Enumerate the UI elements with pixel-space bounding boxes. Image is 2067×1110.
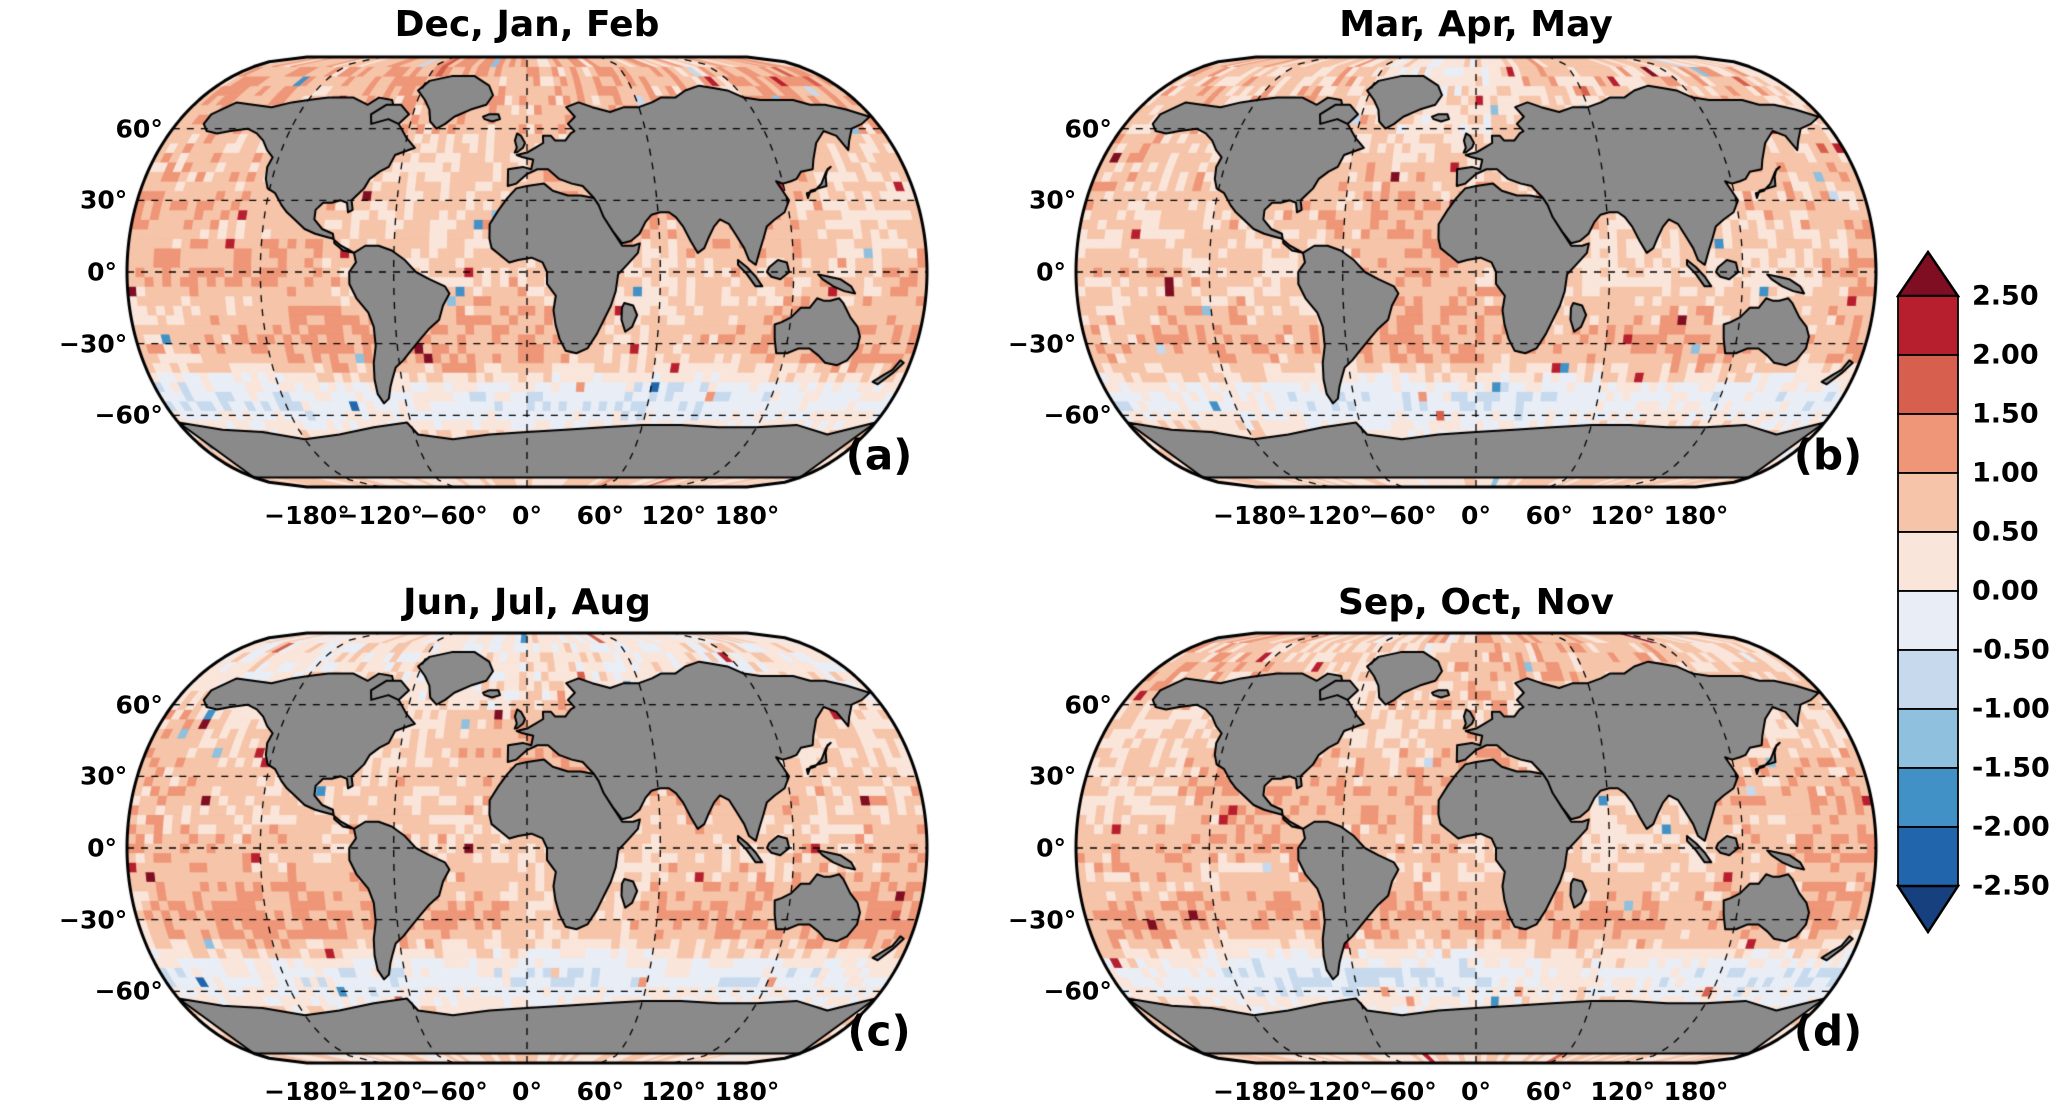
lon-tick-label: −60° — [1368, 501, 1437, 530]
lon-tick-label: −120° — [337, 501, 424, 530]
panel-letter-b: (b) — [1793, 430, 1863, 480]
colorbar-tick-label: 2.00 — [1972, 339, 2039, 371]
colorbar-tick-label: -2.00 — [1972, 811, 2050, 843]
lat-tick-label: 30° — [79, 761, 128, 791]
lon-tick-label: −180° — [1213, 1077, 1299, 1106]
colorbar-tick-label: -0.50 — [1972, 634, 2050, 666]
lat-tick-label: −60° — [1043, 400, 1112, 430]
lat-tick-label: −60° — [94, 400, 163, 430]
lon-tick-label: −60° — [419, 501, 488, 530]
lat-tick-label: 0° — [1036, 257, 1066, 287]
lat-tick-label: 30° — [79, 185, 128, 215]
lat-tick-label: 60° — [115, 690, 163, 720]
lon-tick-label: −120° — [1286, 501, 1373, 530]
colorbar-tick-label: 1.00 — [1972, 457, 2039, 489]
lat-tick-label: −60° — [94, 976, 163, 1006]
colorbar-tick-label: -1.50 — [1972, 752, 2050, 784]
lon-tick-label: 0° — [1461, 501, 1491, 530]
lon-tick-label: −120° — [1286, 1077, 1373, 1106]
lon-tick-label: 180° — [714, 1077, 780, 1106]
colorbar-tick-label: 0.00 — [1972, 575, 2039, 607]
lon-tick-label: 120° — [1590, 1077, 1655, 1106]
lon-tick-label: 180° — [1663, 501, 1729, 530]
lon-tick-label: 60° — [1525, 501, 1573, 530]
colorbar-tick-label: 1.50 — [1972, 398, 2039, 430]
lat-tick-label: −30° — [59, 905, 128, 935]
lat-tick-label: 60° — [115, 114, 163, 144]
lon-tick-label: 180° — [714, 501, 780, 530]
lat-tick-label: 0° — [87, 833, 117, 863]
lon-tick-label: −60° — [1368, 1077, 1437, 1106]
lat-tick-label: 30° — [1028, 761, 1077, 791]
lon-tick-label: −120° — [337, 1077, 424, 1106]
lon-tick-label: 60° — [1525, 1077, 1573, 1106]
lat-tick-label: −60° — [1043, 976, 1112, 1006]
panel-letter-c: (c) — [847, 1006, 911, 1056]
panel-letter-d: (d) — [1793, 1006, 1863, 1056]
lon-tick-label: 120° — [641, 1077, 706, 1106]
lon-tick-label: 0° — [1461, 1077, 1491, 1106]
panel-title-mam: Mar, Apr, May — [1339, 4, 1613, 45]
colorbar-tick-label: 2.50 — [1972, 280, 2039, 312]
lat-tick-label: 60° — [1064, 114, 1112, 144]
panel-title-jja: Jun, Jul, Aug — [403, 582, 651, 623]
colorbar-tick-label: 0.50 — [1972, 516, 2039, 548]
panel-title-son: Sep, Oct, Nov — [1337, 582, 1615, 623]
lon-tick-label: 60° — [576, 1077, 624, 1106]
lat-tick-label: 30° — [1028, 185, 1077, 215]
lon-tick-label: 120° — [641, 501, 706, 530]
lon-tick-label: 60° — [576, 501, 624, 530]
lat-tick-label: −30° — [1008, 329, 1077, 359]
lat-tick-label: 60° — [1064, 690, 1112, 720]
panel-letter-a: (a) — [845, 430, 913, 480]
lat-tick-label: 0° — [87, 257, 117, 287]
colorbar-tick-label: -1.00 — [1972, 693, 2050, 725]
panel-title-djf: Dec, Jan, Feb — [394, 4, 660, 45]
lat-tick-label: −30° — [1008, 905, 1077, 935]
lon-tick-label: 120° — [1590, 501, 1655, 530]
lon-tick-label: 0° — [512, 1077, 542, 1106]
colorbar: 2.50 2.00 1.50 1.00 0.50 0.00 -0.50 -1.00 -1.50 -… — [1896, 250, 2067, 934]
lon-tick-label: −60° — [419, 1077, 488, 1106]
lon-tick-label: 0° — [512, 501, 542, 530]
lon-tick-label: −180° — [1213, 501, 1299, 530]
lat-tick-label: 0° — [1036, 833, 1066, 863]
colorbar-tick-label: -2.50 — [1972, 870, 2050, 902]
lon-tick-label: −180° — [264, 501, 350, 530]
lon-tick-label: −180° — [264, 1077, 350, 1106]
lon-tick-label: 180° — [1663, 1077, 1729, 1106]
lat-tick-label: −30° — [59, 329, 128, 359]
colorbar-gradient — [1896, 250, 1960, 934]
